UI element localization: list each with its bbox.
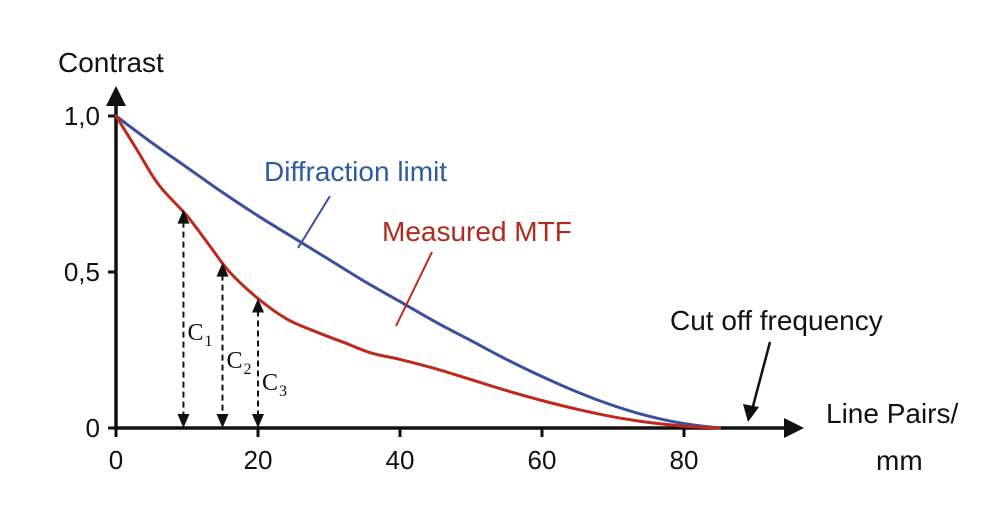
y-tick-label: 0,5 [64,257,100,287]
series-lines [114,114,721,430]
y-axis-arrow-icon [106,86,126,106]
x-tick-label: 80 [670,445,699,475]
x-axis-arrow-icon [784,418,804,438]
contrast-marker-1-label: C [187,320,203,346]
diffraction-limit-label: Diffraction limit [264,156,447,187]
contrast-marker-3-subscript: 3 [279,383,287,400]
arrow-up-icon [252,298,264,313]
diffraction-limit-line [114,114,721,430]
cutoff-arrow-head-icon [743,404,759,422]
cutoff-arrow [750,341,772,411]
arrow-up-icon [177,209,190,224]
arrow-down-icon [252,414,264,428]
x-tick-label: 20 [244,445,273,475]
diffraction-limit-leader [297,195,331,249]
y-ticks: 0 0,5 1,0 [64,101,116,443]
contrast-marker-2-subscript: 2 [244,361,252,378]
y-tick-label: 0 [86,413,100,443]
measured-mtf-label: Measured MTF [382,216,572,247]
x-tick-label: 60 [528,445,557,475]
x-tick-label: 40 [386,445,415,475]
cutoff-frequency-label: Cut off frequency [670,305,883,336]
contrast-marker-1-subscript: 1 [204,333,212,350]
arrow-up-icon [216,262,229,277]
contrast-markers: C 1C 2C 3 [177,209,287,428]
measured-mtf-leader [395,251,433,327]
x-axis-label: Line Pairs/ [826,398,959,429]
x-tick-label: 0 [109,445,123,475]
arrow-down-icon [177,414,190,428]
x-ticks: 0 20 40 60 80 [109,428,699,475]
arrow-down-icon [216,414,229,428]
y-tick-label: 1,0 [64,101,100,131]
y-axis-label: Contrast [58,47,164,78]
contrast-marker-2-label: C [227,348,243,374]
contrast-marker-3-label: C [262,370,278,396]
x-axis-label-unit: mm [876,445,923,476]
measured-mtf-line [114,114,721,430]
